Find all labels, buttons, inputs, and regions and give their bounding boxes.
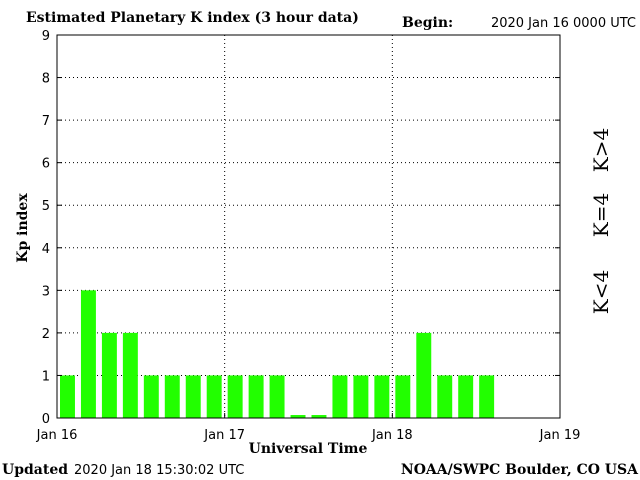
updated-label: Updated	[2, 462, 68, 478]
begin-label: Begin:	[402, 15, 453, 31]
kp-bar	[185, 375, 201, 418]
y-tick-label: 1	[42, 369, 50, 384]
kp-bar	[353, 375, 369, 418]
kp-bar	[206, 375, 222, 418]
kp-bar	[227, 375, 243, 418]
chart-title: Estimated Planetary K index (3 hour data…	[26, 10, 359, 26]
x-tick-label: Jan 17	[203, 428, 245, 443]
source-credit: NOAA/SWPC Boulder, CO USA	[401, 462, 639, 478]
y-axis-label: Kp index	[15, 193, 31, 263]
updated-value: 2020 Jan 18 15:30:02 UTC	[74, 463, 244, 478]
y-tick-label: 5	[42, 199, 50, 214]
y-tick-label: 9	[42, 29, 50, 44]
kp-bar	[143, 375, 159, 418]
kp-bar	[122, 332, 138, 418]
kp-bar	[290, 415, 306, 418]
kp-bar	[269, 375, 285, 418]
x-tick-label: Jan 18	[371, 428, 413, 443]
x-ticks: Jan 16 Jan 17 Jan 18 Jan 19	[36, 413, 581, 443]
x-tick-label: Jan 19	[539, 428, 581, 443]
legend-low: K<4	[589, 270, 613, 314]
y-tick-label: 3	[42, 284, 50, 299]
y-tick-label: 4	[42, 242, 50, 257]
kp-bar	[80, 290, 96, 418]
y-tick-label: 0	[42, 412, 50, 427]
legend-mid: K=4	[589, 193, 613, 237]
kp-bar	[437, 375, 453, 418]
legend-high: K>4	[589, 128, 613, 172]
kp-bar	[164, 375, 180, 418]
kp-bar	[479, 375, 495, 418]
plot-frame	[56, 34, 561, 419]
kp-bar	[416, 332, 432, 418]
kp-bar	[374, 375, 390, 418]
begin-value: 2020 Jan 16 0000 UTC	[491, 16, 636, 31]
y-tick-label: 7	[42, 114, 50, 129]
kp-bar	[248, 375, 264, 418]
kp-bar	[332, 375, 348, 418]
plot-area	[56, 34, 561, 419]
y-tick-label: 6	[42, 157, 50, 172]
y-tick-label: 2	[42, 327, 50, 342]
x-axis-label: Universal Time	[249, 441, 368, 457]
y-tick-label: 8	[42, 72, 50, 87]
kp-bar	[458, 375, 474, 418]
kp-bar	[311, 415, 327, 418]
kp-bar	[101, 332, 117, 418]
y-ticks: 0 1 2 3 4 5 6 7 8 9	[42, 29, 560, 427]
kp-bar	[60, 375, 75, 418]
x-tick-label: Jan 16	[36, 428, 78, 443]
kp-bar	[395, 375, 411, 418]
